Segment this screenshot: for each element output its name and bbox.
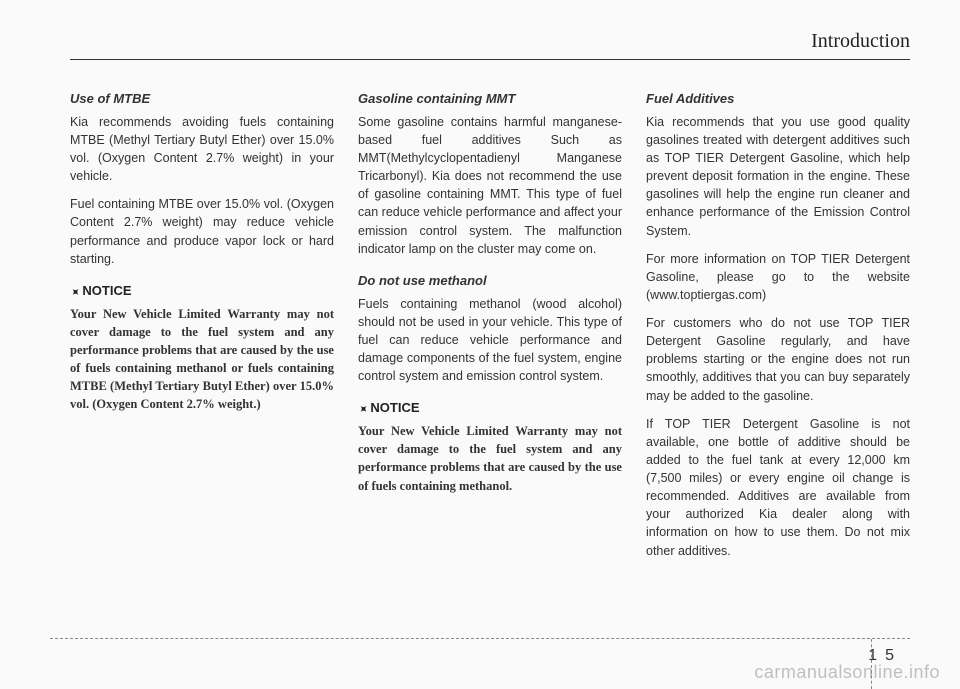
diamond-icon: ✦ [354, 402, 370, 418]
column-1: Use of MTBE Kia recommends avoiding fuel… [70, 88, 334, 570]
para: Fuels containing methanol (wood alcohol)… [358, 295, 622, 386]
notice-word: NOTICE [370, 400, 419, 415]
para: Some gasoline contains harmful manganese… [358, 113, 622, 258]
subhead-mtbe: Use of MTBE [70, 90, 334, 109]
subhead-methanol: Do not use methanol [358, 272, 622, 291]
notice-label: ✦NOTICE [70, 282, 334, 301]
para: Fuel containing MTBE over 15.0% vol. (Ox… [70, 195, 334, 268]
para: Kia recommends that you use good quality… [646, 113, 910, 240]
notice-text: Your New Vehicle Limited Warranty may no… [358, 422, 622, 495]
chapter-title: Introduction [70, 30, 910, 60]
content-columns: Use of MTBE Kia recommends avoiding fuel… [70, 88, 910, 570]
subhead-additives: Fuel Additives [646, 90, 910, 109]
manual-page: Introduction Use of MTBE Kia recommends … [0, 0, 960, 689]
para: Kia recommends avoiding fuels containing… [70, 113, 334, 186]
para: For customers who do not use TOP TIER De… [646, 314, 910, 405]
subhead-mmt: Gasoline containing MMT [358, 90, 622, 109]
footer-rule [50, 638, 910, 639]
notice-word: NOTICE [82, 283, 131, 298]
watermark: carmanualsonline.info [754, 662, 940, 683]
para: For more information on TOP TIER Deterge… [646, 250, 910, 304]
notice-label: ✦NOTICE [358, 399, 622, 418]
column-2: Gasoline containing MMT Some gasoline co… [358, 88, 622, 570]
column-3: Fuel Additives Kia recommends that you u… [646, 88, 910, 570]
diamond-icon: ✦ [66, 285, 82, 301]
para: If TOP TIER Detergent Gasoline is not av… [646, 415, 910, 560]
notice-text: Your New Vehicle Limited Warranty may no… [70, 305, 334, 414]
